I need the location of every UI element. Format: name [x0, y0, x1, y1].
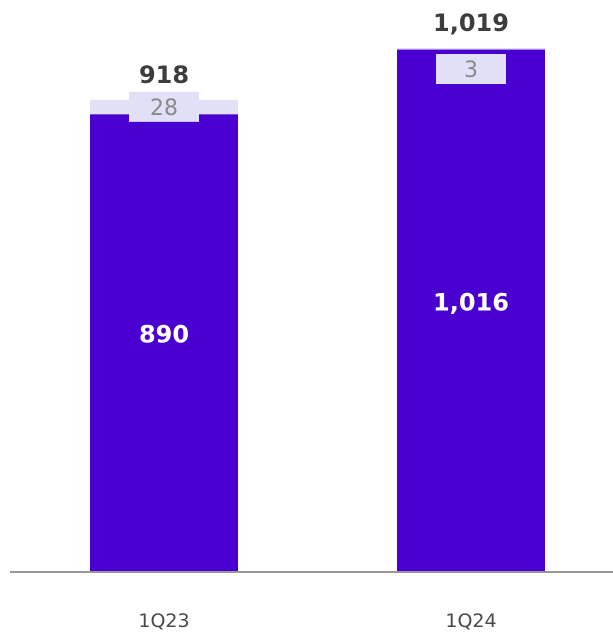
labels-layer: 28 918 890 1Q23 3 1,019 1,016 1Q24 [129, 9, 509, 632]
bar-segment-1q24-other [397, 48, 545, 50]
bar-value-label: 1,016 [433, 288, 509, 316]
top-segment-label: 28 [150, 96, 178, 121]
x-tick-label: 1Q23 [138, 610, 189, 632]
top-segment-label-box [129, 91, 199, 122]
total-label: 1,019 [433, 9, 509, 37]
x-tick-label: 1Q24 [445, 610, 496, 632]
bar-value-label: 890 [139, 321, 189, 349]
total-label: 918 [139, 61, 189, 89]
top-segment-label: 3 [464, 58, 478, 83]
bar-segment-1q23-main [90, 114, 238, 571]
bars-layer [90, 48, 545, 572]
top-segment-label-box [436, 54, 506, 84]
bar-segment-1q24-main [397, 49, 545, 572]
